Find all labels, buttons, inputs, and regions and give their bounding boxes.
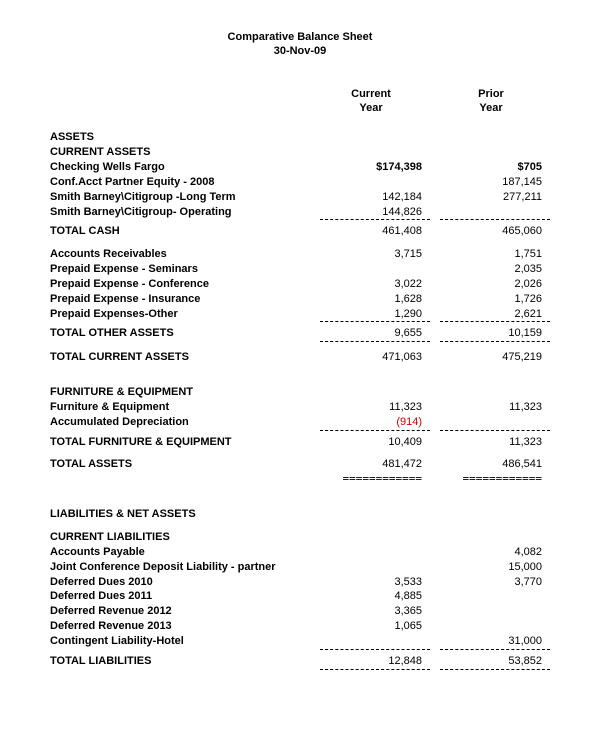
report-title: Comparative Balance Sheet 30-Nov-09	[50, 30, 550, 59]
row-contingent: Contingent Liability-Hotel 31,000	[50, 634, 550, 649]
row-pe-sem: Prepaid Expense - Seminars 2,035	[50, 262, 550, 277]
row-pe-conf: Prepaid Expense - Conference 3,022 2,026	[50, 277, 550, 292]
title-line-1: Comparative Balance Sheet	[50, 30, 550, 44]
rule-double: ============ ============	[50, 472, 550, 487]
title-line-2: 30-Nov-09	[50, 44, 550, 58]
row-pe-oth: Prepaid Expenses-Other 1,290 2,621	[50, 307, 550, 322]
rule-dash	[50, 669, 550, 670]
balance-table: ASSETS CURRENT ASSETS Checking Wells Far…	[50, 116, 550, 669]
row-furn: Furniture & Equipment 11,323 11,323	[50, 400, 550, 415]
row-jcdl: Joint Conference Deposit Liability - par…	[50, 560, 550, 575]
col-header-prior-2: Year	[440, 101, 550, 116]
row-ap: Accounts Payable 4,082	[50, 545, 550, 560]
row-dd2011: Deferred Dues 2011 4,885	[50, 589, 550, 604]
section-assets: ASSETS	[50, 130, 320, 145]
row-total-furn: TOTAL FURNITURE & EQUIPMENT 10,409 11,32…	[50, 435, 550, 450]
row-sb-oper: Smith Barney\Citigroup- Operating 144,82…	[50, 205, 550, 220]
row-confacct: Conf.Acct Partner Equity - 2008 187,145	[50, 175, 550, 190]
row-total-liab: TOTAL LIABILITIES 12,848 53,852	[50, 654, 550, 669]
row-dr2013: Deferred Revenue 2013 1,065	[50, 619, 550, 634]
row-dd2010: Deferred Dues 2010 3,533 3,770	[50, 575, 550, 590]
row-accdep: Accumulated Depreciation (914)	[50, 415, 550, 430]
section-liab-net: LIABILITIES & NET ASSETS	[50, 507, 320, 522]
row-total-cash: TOTAL CASH 461,408 465,060	[50, 224, 550, 239]
section-furniture: FURNITURE & EQUIPMENT	[50, 385, 320, 400]
section-current-assets: CURRENT ASSETS	[50, 145, 320, 160]
row-total-assets: TOTAL ASSETS 481,472 486,541	[50, 457, 550, 472]
row-total-current-assets: TOTAL CURRENT ASSETS 471,063 475,219	[50, 350, 550, 365]
row-pe-ins: Prepaid Expense - Insurance 1,628 1,726	[50, 292, 550, 307]
column-headers: Current Prior Year Year	[50, 87, 550, 117]
col-header-current-1: Current	[320, 87, 430, 102]
row-sb-long: Smith Barney\Citigroup -Long Term 142,18…	[50, 190, 550, 205]
balance-sheet: Comparative Balance Sheet 30-Nov-09 Curr…	[0, 0, 600, 690]
col-header-prior-1: Prior	[440, 87, 550, 102]
col-header-current-2: Year	[320, 101, 430, 116]
row-ar: Accounts Receivables 3,715 1,751	[50, 247, 550, 262]
section-cur-liab: CURRENT LIABILITIES	[50, 530, 320, 545]
row-dr2012: Deferred Revenue 2012 3,365	[50, 604, 550, 619]
row-total-other: TOTAL OTHER ASSETS 9,655 10,159	[50, 326, 550, 341]
row-checking: Checking Wells Fargo $174,398 $705	[50, 160, 550, 175]
